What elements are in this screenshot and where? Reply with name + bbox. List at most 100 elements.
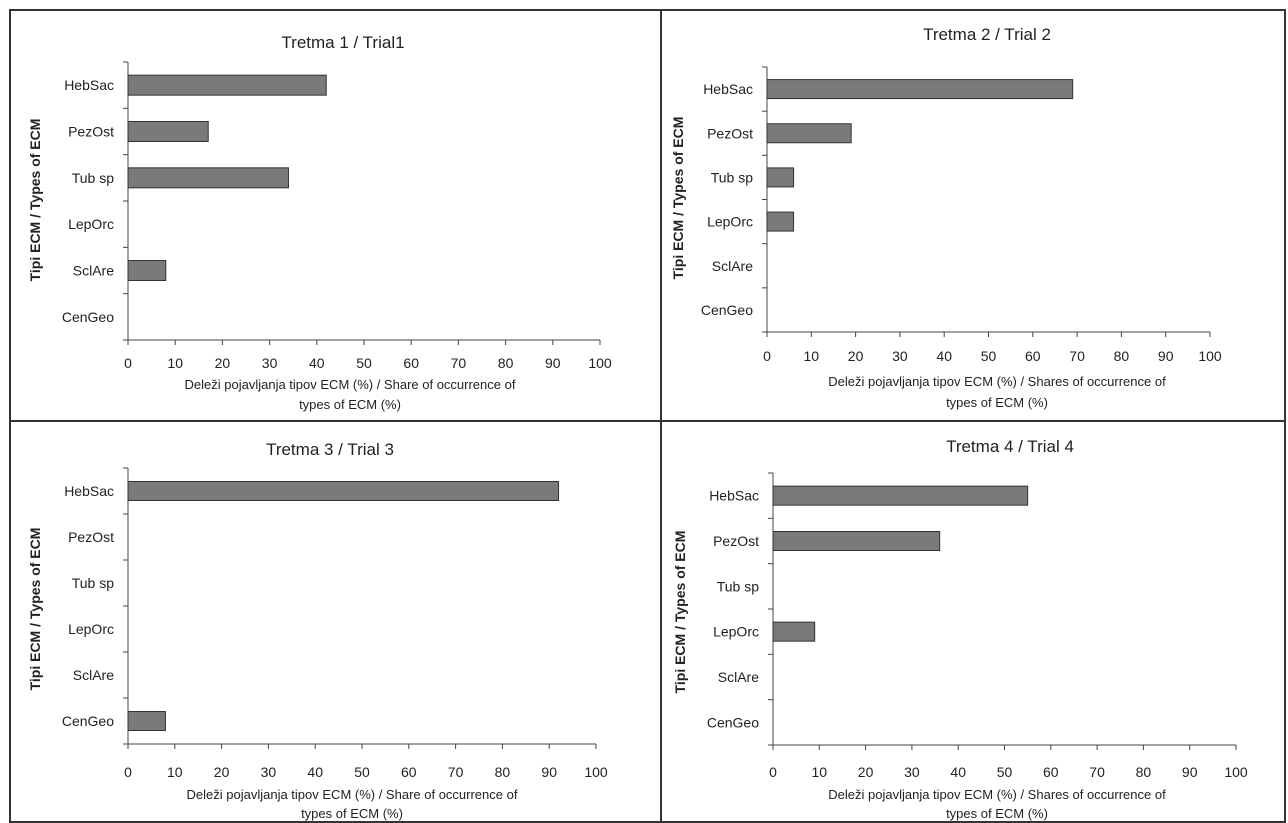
bar <box>127 121 209 142</box>
x-tick-label: 10 <box>804 348 820 364</box>
x-tick-label: 80 <box>1114 348 1130 364</box>
category-label: CenGeo <box>701 302 753 318</box>
bar <box>766 123 852 144</box>
bar <box>127 481 560 501</box>
bar <box>127 711 166 731</box>
bar <box>772 485 1029 506</box>
x-tick-label: 100 <box>588 355 612 371</box>
x-tick-label: 0 <box>769 764 777 780</box>
x-tick-label: 0 <box>124 355 132 371</box>
x-axis-label: Deleži pojavljanja tipov ECM (%) / Share… <box>187 787 518 802</box>
category-label: SclAre <box>718 669 759 685</box>
x-tick-label: 30 <box>904 764 920 780</box>
bar <box>766 167 795 188</box>
x-tick-label: 70 <box>448 764 464 780</box>
chart-panel-2: Tretma 2 / Trial 2 HebSac PezOst Tub sp LepO… <box>670 25 1222 410</box>
x-tick-label: 100 <box>584 764 608 780</box>
x-tick-label: 50 <box>354 764 370 780</box>
category-label: SclAre <box>73 667 114 683</box>
x-tick-label: 10 <box>167 355 183 371</box>
x-axis-label: Deleži pojavljanja tipov ECM (%) / Share… <box>828 787 1166 802</box>
x-tick-label: 60 <box>1025 348 1041 364</box>
figure-border <box>9 9 1286 823</box>
category-label: SclAre <box>712 258 753 274</box>
x-axis-label: Deleži pojavljanja tipov ECM (%) / Share… <box>185 377 516 392</box>
x-tick-label: 50 <box>981 348 997 364</box>
x-tick-label: 30 <box>262 355 278 371</box>
x-tick-label: 70 <box>1089 764 1105 780</box>
category-label: LepOrc <box>707 214 753 230</box>
category-label: LepOrc <box>713 624 759 640</box>
category-label: Tub sp <box>72 575 114 591</box>
chart-panel-3: Tretma 3 / Trial 3 HebSac PezOst Tub sp LepO… <box>27 440 608 821</box>
x-tick-label: 20 <box>858 764 874 780</box>
category-label: LepOrc <box>68 216 114 232</box>
x-tick-label: 60 <box>401 764 417 780</box>
x-tick-label: 20 <box>215 355 231 371</box>
bar <box>766 79 1074 100</box>
chart-panel-1: Tretma 1 / Trial1 HebSac PezOst Tub sp LepOr… <box>27 33 612 412</box>
category-label: Tub sp <box>711 169 753 185</box>
bar <box>127 260 167 281</box>
chart-title: Tretma 1 / Trial1 <box>281 33 404 52</box>
x-tick-label: 100 <box>1224 764 1248 780</box>
y-axis-label: Tipi ECM / Types of ECM <box>672 531 688 694</box>
chart-title: Tretma 4 / Trial 4 <box>946 437 1074 456</box>
category-label: CenGeo <box>707 714 759 730</box>
category-label: PezOst <box>707 125 753 141</box>
x-tick-label: 10 <box>167 764 183 780</box>
bar <box>127 167 289 189</box>
x-axis-label: types of ECM (%) <box>299 397 401 412</box>
x-axis-label: types of ECM (%) <box>946 395 1048 410</box>
chart-title: Tretma 3 / Trial 3 <box>266 440 394 459</box>
chart-title: Tretma 2 / Trial 2 <box>923 25 1051 44</box>
category-label: HebSac <box>709 488 759 504</box>
category-label: PezOst <box>68 124 114 140</box>
category-label: Tub sp <box>72 170 114 186</box>
category-label: Tub sp <box>717 578 759 594</box>
category-label: CenGeo <box>62 309 114 325</box>
x-tick-label: 30 <box>892 348 908 364</box>
x-tick-label: 60 <box>403 355 419 371</box>
x-tick-label: 80 <box>498 355 514 371</box>
x-tick-label: 80 <box>1136 764 1152 780</box>
x-tick-label: 40 <box>950 764 966 780</box>
x-tick-label: 90 <box>545 355 561 371</box>
y-axis-label: Tipi ECM / Types of ECM <box>27 119 43 282</box>
x-tick-label: 20 <box>848 348 864 364</box>
category-label: HebSac <box>64 77 114 93</box>
x-axis-label: types of ECM (%) <box>301 806 403 821</box>
x-tick-label: 80 <box>495 764 511 780</box>
chart-panel-4: Tretma 4 / Trial 4 HebSac PezOst Tub sp LepO… <box>672 437 1248 821</box>
x-tick-label: 60 <box>1043 764 1059 780</box>
bar <box>127 74 327 96</box>
x-tick-label: 70 <box>1069 348 1085 364</box>
bar <box>772 621 816 642</box>
x-tick-label: 100 <box>1198 348 1222 364</box>
y-axis-label: Tipi ECM / Types of ECM <box>670 117 686 280</box>
category-label: HebSac <box>64 483 114 499</box>
x-axis-label: Deleži pojavljanja tipov ECM (%) / Share… <box>828 374 1166 389</box>
x-tick-label: 90 <box>1182 764 1198 780</box>
x-tick-label: 0 <box>124 764 132 780</box>
x-tick-label: 20 <box>214 764 230 780</box>
y-axis-label: Tipi ECM / Types of ECM <box>27 528 43 691</box>
x-tick-label: 50 <box>997 764 1013 780</box>
category-label: PezOst <box>713 533 759 549</box>
x-tick-label: 30 <box>261 764 277 780</box>
x-tick-label: 40 <box>307 764 323 780</box>
x-tick-label: 40 <box>309 355 325 371</box>
x-tick-label: 90 <box>541 764 557 780</box>
x-axis-label: types of ECM (%) <box>946 806 1048 821</box>
x-tick-label: 40 <box>936 348 952 364</box>
x-tick-label: 10 <box>812 764 828 780</box>
bar <box>766 211 795 232</box>
bar <box>772 531 941 551</box>
x-tick-label: 50 <box>356 355 372 371</box>
category-label: PezOst <box>68 529 114 545</box>
x-tick-label: 0 <box>763 348 771 364</box>
category-label: CenGeo <box>62 713 114 729</box>
x-tick-label: 70 <box>451 355 467 371</box>
